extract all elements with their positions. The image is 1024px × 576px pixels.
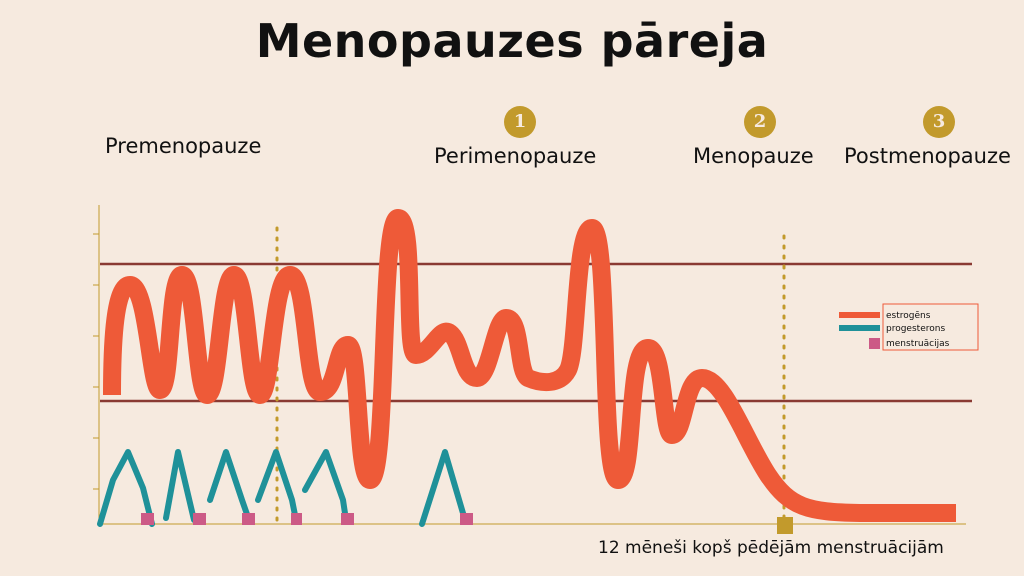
badge-3-icon: 3 [923, 106, 955, 138]
badge-1-icon: 1 [504, 106, 536, 138]
phase-label-menopause: Menopauze [693, 144, 814, 168]
legend-label-estrogen: estrogēns [886, 311, 931, 321]
legend-label-menstruation: menstruācijas [886, 339, 950, 349]
footnote-12-months: 12 mēneši kopš pēdējām menstruācijām [598, 538, 944, 558]
badge-2-icon: 2 [744, 106, 776, 138]
progesterone-curve [97, 449, 468, 527]
estrogen-curve [103, 209, 956, 522]
phase-label-perimenopause: Perimenopauze [434, 144, 597, 168]
menstruation-markers [141, 513, 473, 525]
y-axis-ticks [93, 233, 99, 490]
phase-label-premenopause: Premenopauze [105, 134, 262, 158]
legend-swatch-menstruation [869, 338, 880, 349]
phase-label-postmenopause: Postmenopauze [844, 144, 1011, 168]
legend: estrogēns progesterons menstruācijas [839, 303, 979, 351]
legend-label-progesterone: progesterons [886, 324, 945, 334]
last-period-marker [777, 517, 793, 534]
page-title: Menopauzes pāreja [255, 14, 769, 68]
legend-box [882, 303, 979, 351]
